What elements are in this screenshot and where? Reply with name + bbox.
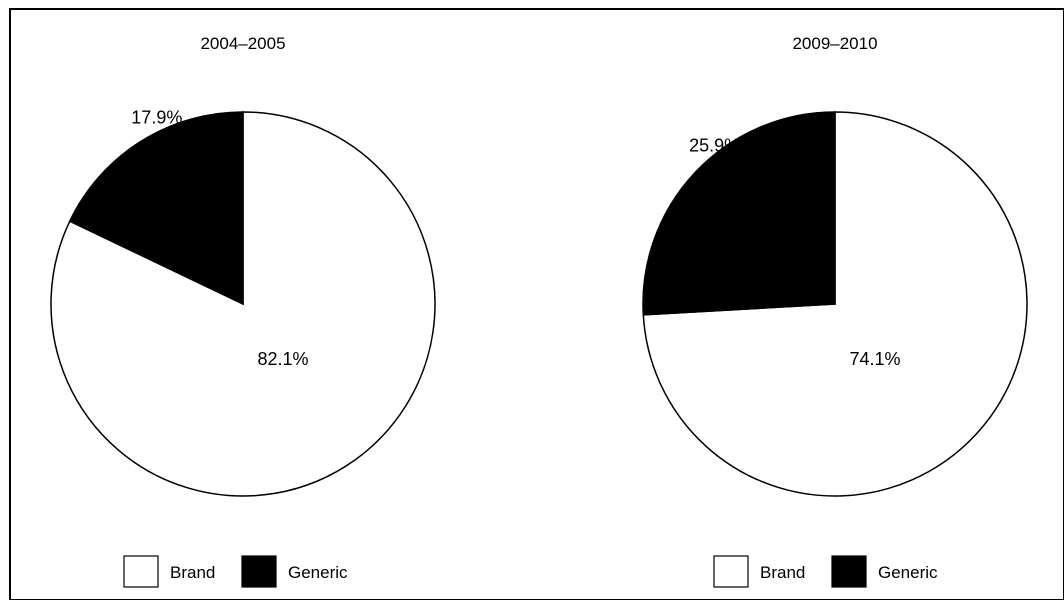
slice-label-brand: 74.1% xyxy=(849,349,900,369)
slice-label-brand: 82.1% xyxy=(257,349,308,369)
legend-swatch-generic xyxy=(241,555,277,588)
legend-label-brand: Brand xyxy=(760,563,805,582)
slice-label-generic: 17.9% xyxy=(131,108,182,128)
legend-label-generic: Generic xyxy=(288,563,348,582)
legend-label-brand: Brand xyxy=(170,563,215,582)
pie-legend: Brand Generic xyxy=(123,555,348,588)
pie-title: 2004–2005 xyxy=(200,34,285,53)
legend-swatch-brand xyxy=(713,555,749,588)
pie-chart-2: 2009–2010 74.1% 25.9% Brand Generic xyxy=(642,34,1028,588)
legend-swatch-generic xyxy=(831,555,867,588)
pie-legend: Brand Generic xyxy=(713,555,938,588)
pie-slice-generic xyxy=(642,111,836,316)
slice-label-generic: 25.9% xyxy=(689,136,740,156)
legend-label-generic: Generic xyxy=(878,563,938,582)
pie-slice-generic xyxy=(68,111,244,306)
legend-swatch-brand xyxy=(123,555,159,588)
pie-chart-1: 2004–2005 82.1% 17.9% Brand Generic xyxy=(50,34,436,588)
pie-title: 2009–2010 xyxy=(792,34,877,53)
